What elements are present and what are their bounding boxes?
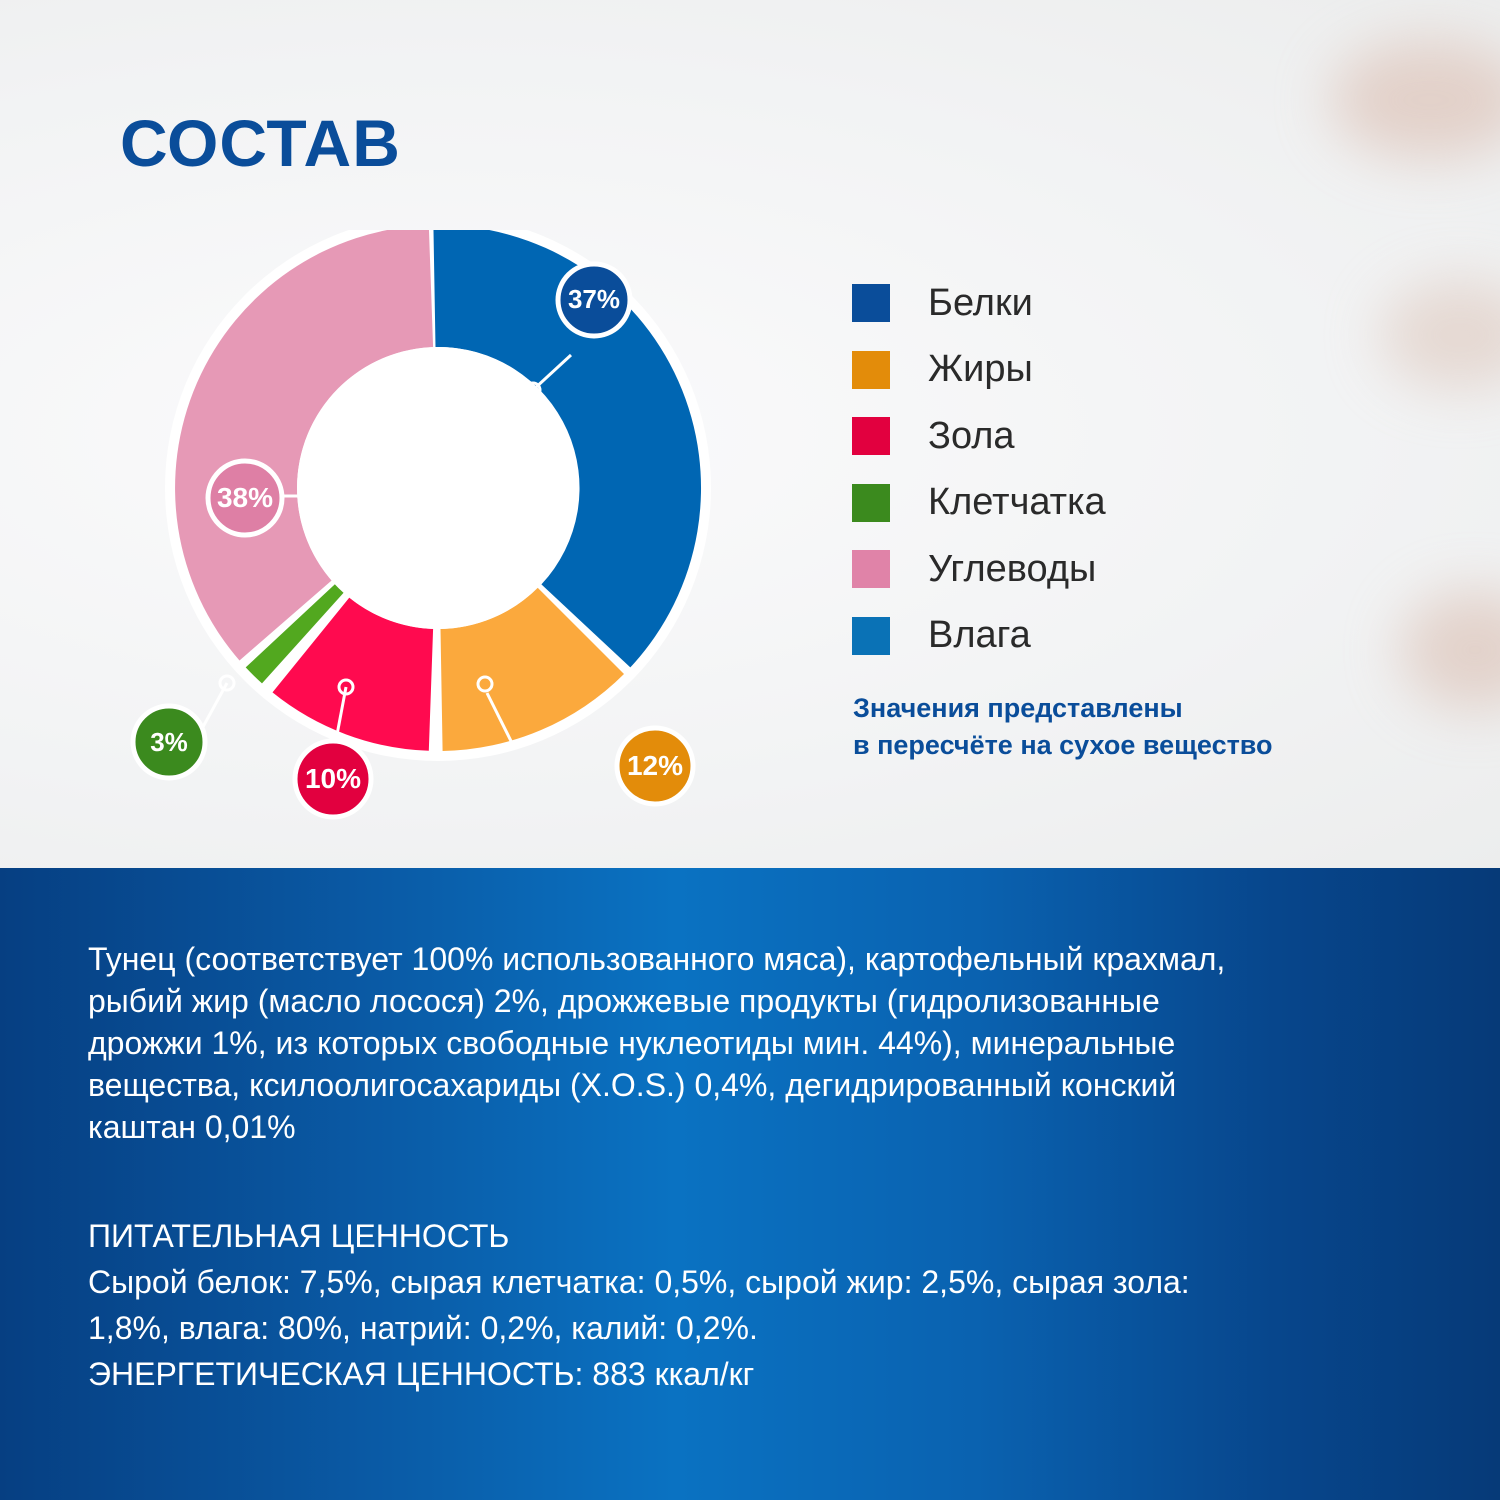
legend-item-moisture: Влага bbox=[852, 603, 1106, 670]
legend-label: Влага bbox=[928, 614, 1031, 657]
nutrition-line: Сырой белок: 7,5%, сырая клетчатка: 0,5%… bbox=[88, 1264, 1190, 1300]
donut-hole bbox=[297, 347, 579, 629]
svg-text:10%: 10% bbox=[305, 763, 361, 794]
dry-matter-note: Значения представлены в пересчёте на сух… bbox=[853, 690, 1273, 764]
slice-ash bbox=[272, 597, 434, 751]
legend-item-proteins: Белки bbox=[852, 270, 1106, 337]
badge-carbs: 38% bbox=[205, 458, 285, 538]
legend-label: Углеводы bbox=[928, 547, 1097, 590]
nutrition-heading: ПИТАТЕЛЬНАЯ ЦЕННОСТЬ bbox=[88, 1218, 510, 1254]
background-blur bbox=[1380, 280, 1500, 390]
slice-fiber bbox=[245, 584, 344, 684]
badge-ash: 10% bbox=[292, 738, 374, 820]
legend-swatch bbox=[852, 616, 890, 655]
legend-label: Белки bbox=[928, 281, 1033, 324]
background-blur bbox=[1400, 590, 1500, 710]
energy-value: ЭНЕРГЕТИЧЕСКАЯ ЦЕННОСТЬ: 883 ккал/кг bbox=[88, 1356, 755, 1392]
legend-swatch bbox=[852, 350, 890, 389]
legend-label: Зола bbox=[928, 414, 1015, 457]
ingredients-line: Тунец (соответствует 100% использованног… bbox=[88, 941, 1226, 977]
leader-dots bbox=[218, 381, 542, 696]
badge-fats: 12% bbox=[614, 725, 696, 807]
legend-label: Клетчатка bbox=[928, 481, 1106, 524]
page-title: СОСТАВ bbox=[120, 106, 401, 180]
legend-swatch bbox=[852, 417, 890, 456]
legend-label: Жиры bbox=[928, 348, 1033, 391]
ingredients-text: Тунец (соответствует 100% использованног… bbox=[88, 938, 1428, 1148]
ingredients-line: рыбий жир (масло лосося) 2%, дрожжевые п… bbox=[88, 983, 1160, 1019]
note-line: в пересчёте на сухое вещество bbox=[853, 730, 1273, 760]
svg-text:38%: 38% bbox=[217, 482, 273, 513]
background-blur bbox=[1330, 40, 1500, 160]
donut-chart: 37% 38% 3% 10% 12% bbox=[130, 230, 711, 820]
svg-text:12%: 12% bbox=[627, 750, 683, 781]
nutrition-line: 1,8%, влага: 80%, натрий: 0,2%, калий: 0… bbox=[88, 1310, 758, 1346]
chart-legend: Белки Жиры Зола Клетчатка Углеводы Влага bbox=[852, 270, 1106, 669]
slice-carbs bbox=[175, 230, 434, 661]
legend-swatch bbox=[852, 550, 890, 589]
ingredients-line: вещества, ксилоолигосахариды (X.O.S.) 0,… bbox=[88, 1067, 1177, 1103]
badge-proteins: 37% bbox=[555, 261, 633, 339]
legend-item-fiber: Клетчатка bbox=[852, 470, 1106, 537]
ingredients-line: дрожжи 1%, из которых свободные нуклеоти… bbox=[88, 1025, 1176, 1061]
slice-proteins bbox=[433, 230, 702, 668]
slice-fats bbox=[440, 587, 624, 751]
legend-item-ash: Зола bbox=[852, 403, 1106, 470]
legend-item-carbs: Углеводы bbox=[852, 536, 1106, 603]
ingredients-line: каштан 0,01% bbox=[88, 1109, 296, 1145]
note-line: Значения представлены bbox=[853, 693, 1183, 723]
svg-text:37%: 37% bbox=[568, 284, 620, 314]
ingredients-section bbox=[0, 868, 1500, 1500]
legend-swatch bbox=[852, 483, 890, 522]
legend-item-fats: Жиры bbox=[852, 337, 1106, 404]
composition-section: СОСТАВ bbox=[0, 0, 1500, 868]
badge-fiber: 3% bbox=[130, 703, 208, 781]
svg-text:3%: 3% bbox=[150, 727, 188, 757]
legend-swatch bbox=[852, 284, 890, 323]
nutrition-block: ПИТАТЕЛЬНАЯ ЦЕННОСТЬ Сырой белок: 7,5%, … bbox=[88, 1213, 1428, 1397]
